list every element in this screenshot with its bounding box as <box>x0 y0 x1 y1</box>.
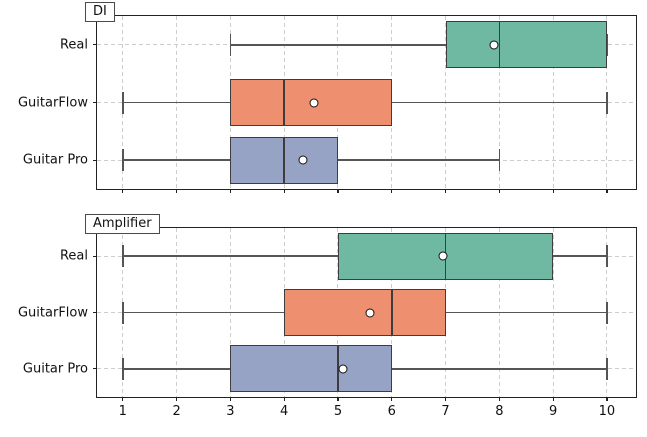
x-tick-label: 1 <box>118 404 127 419</box>
median-line-guitar-pro <box>337 345 339 393</box>
mean-marker-real <box>489 40 499 50</box>
y-tickmark <box>93 44 97 46</box>
y-category-label-real: Real <box>59 248 88 264</box>
x-tick-label: 3 <box>226 404 235 419</box>
whisker-cap-low-real <box>229 33 232 56</box>
mean-marker-guitar-pro <box>298 155 308 165</box>
x-tickmark <box>552 397 554 401</box>
x-tickmark <box>283 189 285 193</box>
x-tickmark <box>552 189 554 193</box>
x-tick-label: 9 <box>549 404 558 419</box>
y-tickmark <box>93 255 97 257</box>
y-category-label-guitar-pro: Guitar Pro <box>22 361 88 377</box>
x-tickmark <box>337 189 339 193</box>
x-tickmark <box>283 397 285 401</box>
median-line-guitar-pro <box>283 136 285 184</box>
median-line-guitarflow <box>391 289 393 336</box>
mean-marker-real <box>438 251 448 261</box>
y-category-label-guitar-pro: Guitar Pro <box>22 152 88 168</box>
mean-marker-guitarflow <box>365 308 375 317</box>
panel-label-di: DI <box>85 2 115 22</box>
box-guitarflow <box>284 289 446 336</box>
whisker-real <box>230 44 607 46</box>
x-tickmark <box>391 397 393 401</box>
x-tickmark <box>606 189 608 193</box>
x-tickmark <box>176 397 178 401</box>
amplifier-boxplot-axes: Amplifier 1 2 3 4 5 6 7 8 9 10 Real GuitarFlow Guita… <box>18 214 637 419</box>
x-tick-label: 10 <box>598 404 616 419</box>
whisker-cap-high-guitarflow <box>606 301 608 324</box>
x-tick-label: 5 <box>333 404 343 419</box>
whisker-cap-high-guitar-pro <box>606 357 608 380</box>
panel-label-amplifier: Amplifier <box>85 214 160 234</box>
whisker-cap-low-guitar-pro <box>122 149 124 172</box>
x-tickmark <box>229 189 231 193</box>
x-tick-label: 4 <box>280 404 289 419</box>
x-tickmark <box>229 397 231 401</box>
mean-marker-guitar-pro <box>338 364 348 374</box>
whisker-cap-low-guitarflow <box>122 301 124 324</box>
whisker-cap-high-real <box>606 33 608 56</box>
y-tickmark <box>93 159 97 161</box>
whisker-cap-high-guitar-pro <box>498 149 501 172</box>
whisker-cap-low-guitarflow <box>122 91 124 114</box>
whisker-cap-low-guitar-pro <box>122 357 124 380</box>
x-tickmark <box>606 397 608 401</box>
di-boxplot-axes: DI Real GuitarFlow Guitar Pro <box>18 2 637 193</box>
y-category-label-guitarflow: GuitarFlow <box>17 305 88 320</box>
y-category-label-real: Real <box>59 37 88 53</box>
x-tickmark <box>122 189 124 193</box>
y-tickmark <box>93 311 97 314</box>
x-tickmark <box>498 397 500 401</box>
x-tickmark <box>337 397 339 401</box>
x-tickmark <box>498 189 500 193</box>
box-guitar-pro <box>230 345 392 393</box>
x-tick-label: 7 <box>441 404 450 419</box>
y-tickmark <box>93 101 97 104</box>
whisker-cap-high-real <box>606 245 608 268</box>
median-line-real <box>498 21 501 69</box>
x-tickmark <box>122 397 124 401</box>
box-real <box>445 21 607 69</box>
y-tickmark <box>93 368 97 370</box>
median-line-guitarflow <box>283 79 285 126</box>
x-tick-label: 2 <box>172 404 181 419</box>
x-tickmark <box>444 397 447 401</box>
y-category-label-guitarflow: GuitarFlow <box>17 95 88 110</box>
whisker-cap-low-real <box>122 245 124 268</box>
x-tick-label: 8 <box>495 404 504 419</box>
x-tickmark <box>444 189 447 193</box>
whisker-cap-high-guitarflow <box>606 91 608 114</box>
x-tickmark <box>176 189 178 193</box>
mean-marker-guitarflow <box>309 98 319 107</box>
x-tick-label: 6 <box>387 404 396 419</box>
x-tickmark <box>391 189 393 193</box>
